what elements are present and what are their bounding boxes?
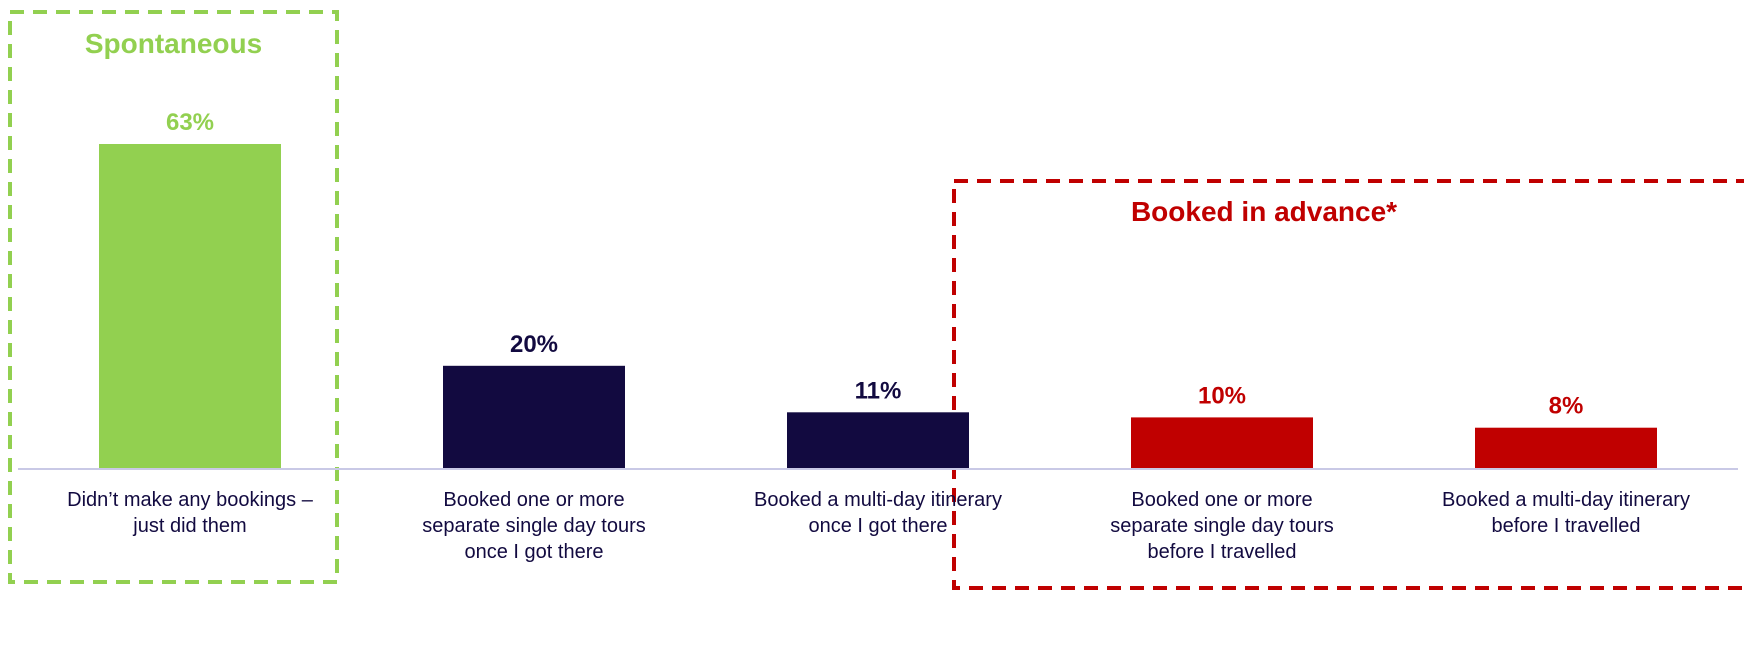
category-label-line: once I got there [809,515,948,537]
category-label-line: Booked one or more [1131,489,1312,511]
data-label: 8% [1549,393,1584,420]
category-label-line: Booked a multi-day itinerary [1442,489,1690,511]
category-label-line: Booked a multi-day itinerary [754,489,1002,511]
category-label-line: separate single day tours [1110,515,1333,537]
bar [787,412,969,469]
category-label: Booked one or more separate single day to… [1110,489,1333,563]
category-label-line: just did them [132,515,246,537]
bar [1475,427,1657,469]
data-label: 11% [855,377,902,404]
group-title: Spontaneous [85,28,262,59]
category-label-line: separate single day tours [422,515,645,537]
bar [1131,417,1313,469]
category-label-line: before I travelled [1492,515,1641,537]
category-label: Didn’t make any bookings – just did them [67,489,314,537]
category-label: Booked a multi-day itinerary once I got t… [754,489,1002,537]
category-label: Booked a multi-day itinerary before I tra… [1442,489,1690,537]
category-label-line: before I travelled [1148,541,1297,563]
group-box [952,179,1744,590]
category-label-line: Booked one or more [443,489,624,511]
group-boxes [8,10,1744,590]
bar [99,144,281,469]
value-labels: 63% 20% 11% 10% 8% [166,109,1583,420]
group-titles: Spontaneous Booked in advance* [85,28,1397,227]
category-label-line: once I got there [465,541,604,563]
data-label: 20% [510,331,558,358]
category-label-line: Didn’t make any bookings – [67,489,314,511]
data-label: 10% [1198,382,1246,409]
group-title: Booked in advance* [1131,196,1397,227]
category-labels: Didn’t make any bookings – just did them B… [67,489,1690,563]
bars [99,144,1657,469]
data-label: 63% [166,109,214,136]
category-label: Booked one or more separate single day to… [422,489,645,563]
bar [443,365,625,469]
group-box [8,10,339,584]
